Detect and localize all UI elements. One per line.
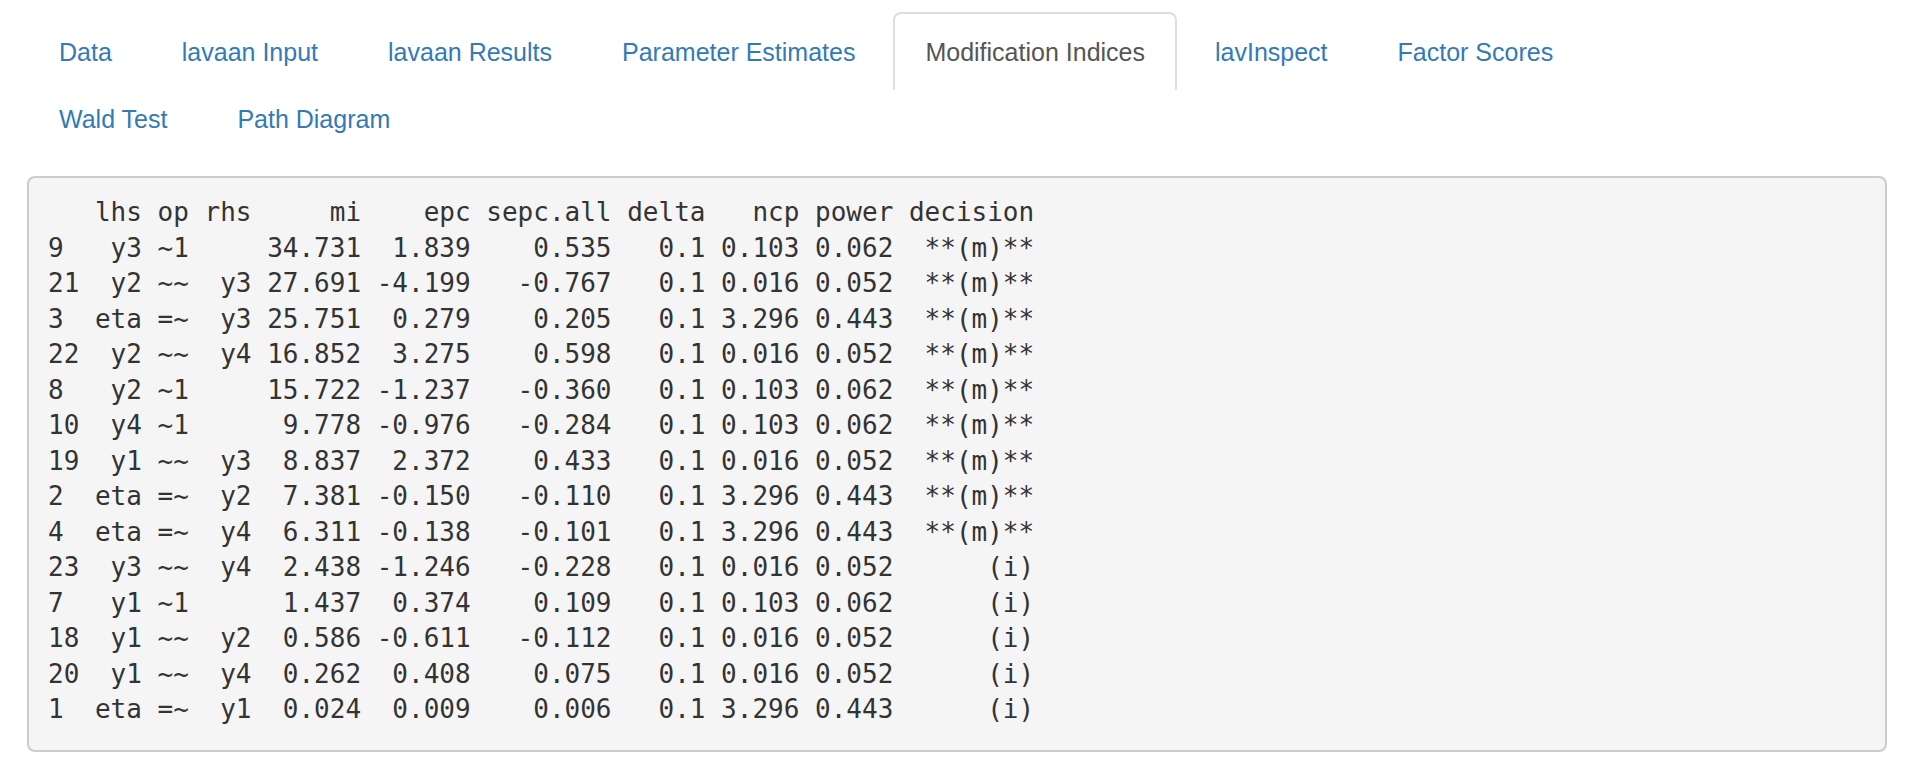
tab-parameter-estimates[interactable]: Parameter Estimates bbox=[590, 12, 887, 90]
tab-bar-secondary: Wald TestPath Diagram bbox=[0, 90, 1906, 146]
tab-bar-primary: Datalavaan Inputlavaan ResultsParameter … bbox=[0, 0, 1906, 90]
modification-indices-output: lhs op rhs mi epc sepc.all delta ncp pow… bbox=[27, 176, 1887, 752]
tab-modification-indices[interactable]: Modification Indices bbox=[893, 12, 1177, 90]
tab-path-diagram[interactable]: Path Diagram bbox=[205, 90, 422, 146]
tab-lavaan-input[interactable]: lavaan Input bbox=[150, 12, 350, 90]
tab-data[interactable]: Data bbox=[27, 12, 144, 90]
tab-wald-test[interactable]: Wald Test bbox=[27, 90, 199, 146]
tab-factor-scores[interactable]: Factor Scores bbox=[1366, 12, 1586, 90]
tab-lavaan-results[interactable]: lavaan Results bbox=[356, 12, 584, 90]
tab-lavinspect[interactable]: lavInspect bbox=[1183, 12, 1360, 90]
